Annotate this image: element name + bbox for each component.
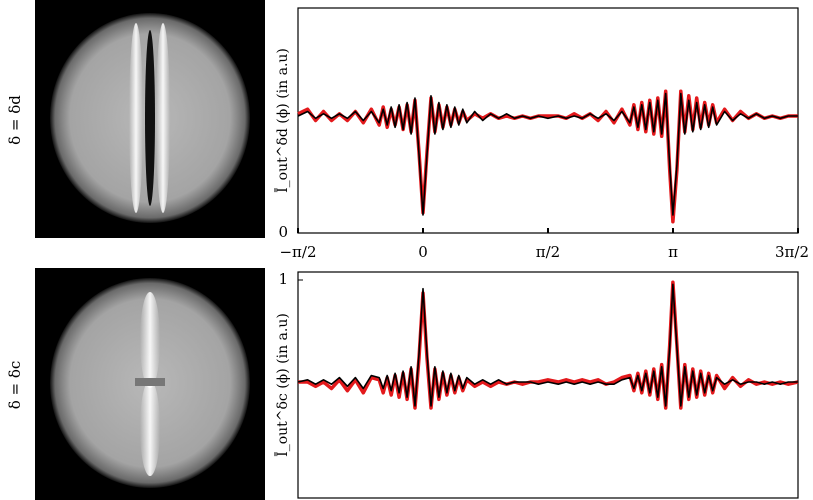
- x-tick-label: π: [668, 243, 678, 261]
- y-tick-label: 0: [278, 223, 288, 241]
- x-tick-label: π/2: [536, 243, 560, 261]
- series-line: [297, 92, 798, 216]
- row-label: δ = δc: [6, 361, 24, 410]
- x-tick-label: −π/2: [279, 243, 316, 261]
- x-tick-label: 0: [418, 243, 428, 261]
- plot-frame: [297, 271, 799, 499]
- series-line: [297, 283, 798, 407]
- series-line: [297, 89, 798, 224]
- plot-frame: [297, 7, 799, 234]
- series-line: [298, 280, 799, 410]
- x-tick-label: 3π/2: [775, 243, 809, 261]
- row-label: δ = δd: [6, 95, 24, 145]
- y-axis-label: Ī_out^δc (ϕ) (in a.u): [273, 313, 291, 457]
- image-top: [35, 0, 265, 238]
- image-bottom: [35, 268, 265, 500]
- y-axis-label: Ī_out^δd (ϕ) (in a.u): [273, 48, 291, 193]
- y-tick-label: 1: [278, 270, 288, 288]
